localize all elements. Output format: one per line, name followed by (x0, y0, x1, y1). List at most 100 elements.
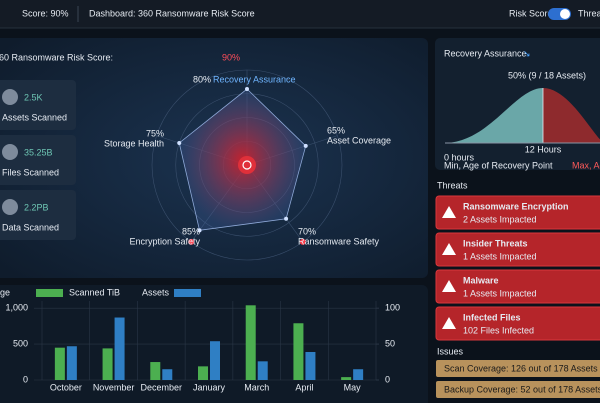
stat-value: 35.25B (24, 147, 53, 157)
stat-value: 2.2PB (24, 202, 49, 212)
risk-title: 360 Ransomware Risk Score: (0, 52, 113, 62)
y-tick-label: 1,000 (5, 303, 28, 313)
radar-axis-label: Encryption Safety (129, 236, 200, 246)
bar (114, 317, 125, 380)
center-icon-inner (242, 160, 252, 170)
threat-detail: 1 Assets Impacted (463, 288, 537, 298)
threat-name: Insider Threats (463, 238, 528, 248)
threat-name: Malware (463, 275, 499, 285)
center-icon (238, 156, 256, 174)
bar (102, 348, 113, 380)
x-tick-label: January (193, 382, 226, 392)
radar-point (284, 216, 289, 221)
trend-icon: ↘ (523, 48, 531, 58)
header-score: Score: 90% (22, 8, 69, 18)
threat-card[interactable] (435, 306, 600, 341)
threat-detail: 1 Assets Impacted (463, 251, 537, 261)
min-label: Min, Age of Recovery Point (444, 160, 553, 170)
bar (245, 305, 256, 380)
threat-card[interactable] (435, 232, 600, 267)
x-tick-label: April (295, 382, 313, 392)
min-value: 0 hours (444, 152, 475, 162)
radar-axis-label: Storage Health (104, 138, 164, 148)
bar (257, 361, 268, 380)
issue-card[interactable] (436, 381, 600, 398)
alert-dot (299, 238, 306, 245)
bar (150, 362, 161, 380)
header-tab[interactable]: Threat (578, 8, 600, 18)
stat-box (0, 135, 76, 185)
recovery-title: Recovery Assurance (444, 48, 527, 58)
radar-value-label: 65% (327, 125, 345, 135)
radar-point (303, 143, 308, 148)
radar-value-label: 85% (182, 226, 200, 236)
threat-name: Ransomware Encryption (463, 201, 569, 211)
bar-chart: ge Scanned TiB Assets 0 500 1,000 0 50 100 Octobe… (0, 287, 400, 392)
radar-value-label: 75% (146, 128, 164, 138)
warning-icon (442, 280, 456, 292)
x-tick-label: November (93, 382, 135, 392)
y-tick-label: 100 (385, 303, 400, 313)
threat-card[interactable] (435, 269, 600, 304)
stat-icon (2, 144, 18, 160)
radar-value-label: 70% (298, 226, 316, 236)
radar-axis-label: Asset Coverage (327, 135, 391, 145)
y-tick-label: 500 (13, 338, 28, 348)
issue-card[interactable] (436, 360, 600, 377)
stat-value: 2.5K (24, 92, 43, 102)
bar (210, 341, 220, 380)
chart-title: ge (0, 287, 10, 297)
radar-point (245, 87, 249, 91)
recovery-summary: 50% (9 / 18 Assets) (508, 70, 586, 80)
toggle-label: Risk Score (509, 8, 553, 18)
issue-text: Scan Coverage: 126 out of 178 Assets (444, 363, 598, 373)
legend-swatch (36, 289, 63, 297)
y-tick-label: 0 (23, 374, 28, 384)
issue-text: Backup Coverage: 52 out of 178 Assets (444, 384, 600, 394)
stats: 2.5K Assets Scanned 35.25B Files Scanned 2.2… (0, 80, 76, 240)
threat-card[interactable] (435, 195, 600, 230)
toggle-knob (560, 9, 570, 19)
stat-icon (2, 89, 18, 105)
radar-value-label: 80% (193, 74, 211, 84)
y-tick-label: 0 (385, 374, 390, 384)
risk-score: 90% (222, 52, 240, 62)
bar (66, 346, 77, 380)
header-bar (0, 0, 600, 28)
x-tick-label: March (244, 382, 269, 392)
issues-title: Issues (437, 346, 464, 356)
curve-right (543, 88, 600, 143)
stat-label: Files Scanned (2, 167, 59, 177)
legend-swatch (174, 289, 201, 297)
bar (341, 377, 352, 380)
y-tick-label: 50 (385, 338, 395, 348)
issue-list: Scan Coverage: 126 out of 178 Assets Back… (436, 360, 600, 398)
radar-axis-label: Ransomware Safety (298, 236, 380, 246)
warning-icon (442, 317, 456, 329)
threat-list: Ransomware Encryption 2 Assets Impacted In… (435, 195, 600, 341)
bar (198, 366, 208, 380)
curve-left (445, 88, 543, 143)
bar (162, 369, 173, 380)
radar-point (177, 140, 182, 145)
bar (54, 347, 65, 380)
threat-detail: 102 Files Infected (463, 325, 534, 335)
warning-icon (442, 243, 456, 255)
bar (305, 351, 316, 380)
radar-axis-label: Recovery Assurance (213, 74, 296, 84)
legend-label: Assets (142, 287, 170, 297)
stat-box (0, 190, 76, 240)
max-label: Max, Age (572, 160, 600, 170)
stat-label: Assets Scanned (2, 112, 67, 122)
alert-dot (188, 238, 195, 245)
stat-icon (2, 199, 18, 215)
x-tick-label: December (141, 382, 183, 392)
bar (353, 369, 364, 380)
threat-name: Infected Files (463, 312, 521, 322)
threat-detail: 2 Assets Impacted (463, 214, 537, 224)
bar (293, 323, 304, 380)
header-dashboard: Dashboard: 360 Ransomware Risk Score (89, 8, 255, 18)
threats-title: Threats (437, 180, 468, 190)
x-tick-label: May (344, 382, 362, 392)
center-label: 12 Hours (525, 144, 562, 154)
